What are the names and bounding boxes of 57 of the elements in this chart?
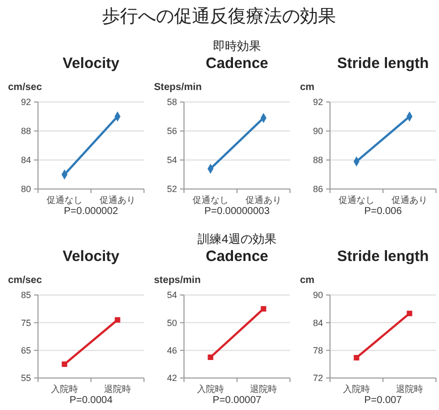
y-tick-label: 85 <box>20 290 31 300</box>
y-tick-label: 52 <box>166 184 177 194</box>
y-axis-title: Steps/min <box>154 82 202 93</box>
text: P=0.00000003 <box>204 206 270 217</box>
text: P=0.006 <box>364 206 402 217</box>
text: P=0.000002 <box>64 206 119 217</box>
y-tick-label: 50 <box>166 318 177 328</box>
y-tick-label: 54 <box>166 155 177 166</box>
y-tick-label: 92 <box>20 97 31 108</box>
x-tick-label: 入院時 <box>197 384 224 394</box>
y-tick-label: 55 <box>20 373 31 384</box>
y-tick-label: 92 <box>312 97 323 108</box>
x-tick-label: 促通あり <box>392 195 428 205</box>
x-tick-label: 退院時 <box>104 384 131 394</box>
x-tick-label: 促通あり <box>100 195 136 205</box>
chart-title: Velocity <box>62 248 120 265</box>
text: 歩行への促通反復療法の効果 <box>102 6 336 26</box>
x-tick-label: 退院時 <box>250 384 277 394</box>
y-tick-label: 58 <box>166 97 177 108</box>
y-tick-label: 78 <box>312 345 323 356</box>
y-tick-label: 80 <box>20 184 31 194</box>
chart-subtitle: 即時効果 <box>213 39 261 53</box>
y-axis-title: cm <box>300 82 315 93</box>
y-tick-label: 56 <box>166 126 177 136</box>
y-tick-label: 86 <box>312 184 323 194</box>
y-axis-title: cm <box>300 275 315 286</box>
y-tick-label: 90 <box>312 290 323 300</box>
y-tick-label: 75 <box>20 318 31 328</box>
y-tick-label: 72 <box>312 373 323 384</box>
x-tick-label: 入院時 <box>51 384 78 394</box>
chart-title: Cadence <box>206 248 268 265</box>
text: P=0.0004 <box>69 395 113 406</box>
x-tick-label: 促通なし <box>192 195 228 205</box>
y-tick-label: 84 <box>312 318 323 328</box>
x-tick-label: 入院時 <box>343 384 370 394</box>
chart-title: Velocity <box>62 55 120 72</box>
x-tick-label: 促通あり <box>246 195 282 205</box>
y-tick-label: 88 <box>20 126 31 136</box>
x-tick-label: 促通なし <box>46 195 82 205</box>
x-tick-label: 退院時 <box>396 384 423 394</box>
chart-subtitle: 訓練4週の効果 <box>198 232 276 246</box>
y-tick-label: 90 <box>312 126 323 136</box>
y-axis-title: cm/sec <box>8 82 42 93</box>
y-tick-label: 42 <box>166 373 177 384</box>
text: P=0.00007 <box>212 395 262 406</box>
y-tick-label: 46 <box>166 345 177 356</box>
text: P=0.007 <box>364 395 402 406</box>
chart-title: Stride length <box>337 248 429 265</box>
y-tick-label: 84 <box>20 155 31 166</box>
chart-title: Stride length <box>337 55 429 72</box>
y-tick-label: 88 <box>312 155 323 166</box>
chart-title: Cadence <box>206 55 268 72</box>
y-tick-label: 54 <box>166 290 177 300</box>
y-axis-title: steps/min <box>154 275 201 286</box>
x-tick-label: 促通なし <box>338 195 374 205</box>
y-tick-label: 65 <box>20 345 31 356</box>
y-axis-title: cm/sec <box>8 275 42 286</box>
